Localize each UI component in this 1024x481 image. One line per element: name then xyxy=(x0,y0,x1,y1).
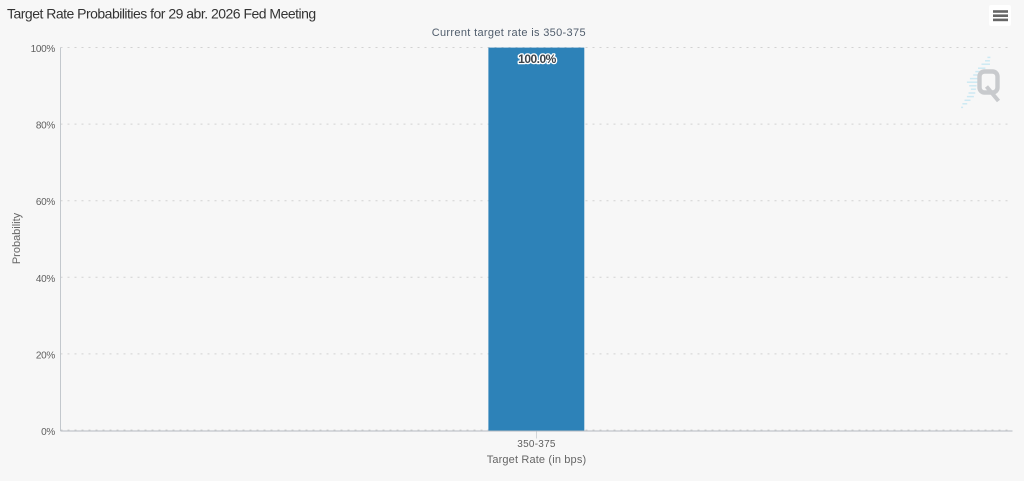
svg-text:100.0%: 100.0% xyxy=(518,52,557,66)
svg-text:Current target rate is 350-375: Current target rate is 350-375 xyxy=(432,27,586,39)
svg-text:100%: 100% xyxy=(31,44,56,55)
svg-text:Probability: Probability xyxy=(11,212,23,264)
svg-text:0%: 0% xyxy=(41,427,55,438)
svg-text:40%: 40% xyxy=(36,274,56,285)
svg-text:80%: 80% xyxy=(36,121,56,132)
svg-text:Target Rate Probabilities for: Target Rate Probabilities for 29 abr. 20… xyxy=(7,6,316,22)
svg-text:350-375: 350-375 xyxy=(517,439,556,450)
svg-text:Target Rate (in bps): Target Rate (in bps) xyxy=(487,454,587,466)
svg-text:20%: 20% xyxy=(36,350,56,361)
svg-text:60%: 60% xyxy=(36,197,56,208)
